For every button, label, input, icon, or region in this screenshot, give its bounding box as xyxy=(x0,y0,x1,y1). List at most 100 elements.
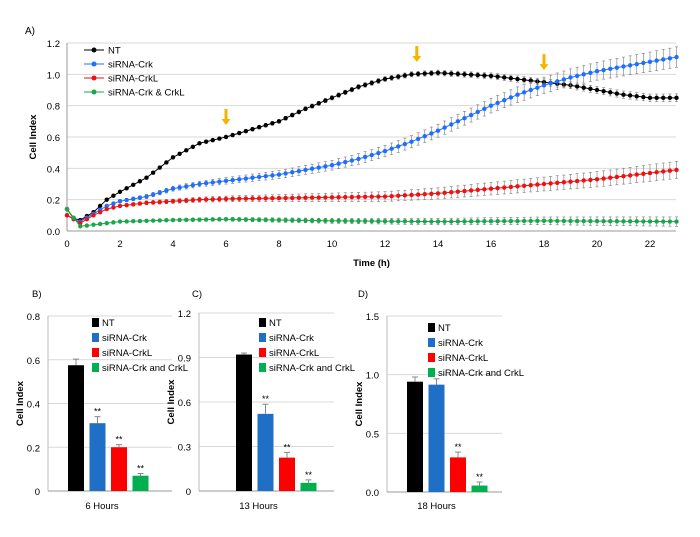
data-point xyxy=(508,184,514,190)
significance-label: ** xyxy=(262,394,270,404)
data-point xyxy=(574,84,580,89)
data-point xyxy=(429,70,434,76)
data-point xyxy=(150,170,156,175)
data-point xyxy=(243,196,249,201)
x-axis-title: 6 Hours xyxy=(85,501,119,512)
y-tick-label: 0.5 xyxy=(366,429,379,440)
data-point xyxy=(396,144,401,149)
data-point xyxy=(104,203,109,209)
data-point xyxy=(614,219,620,224)
data-point xyxy=(415,71,421,77)
data-point xyxy=(124,197,129,203)
data-point xyxy=(256,217,262,222)
data-point xyxy=(594,69,600,74)
legend-label: siRNA-Crk & CrkL xyxy=(108,88,185,99)
data-point xyxy=(362,218,368,224)
data-point xyxy=(415,136,421,142)
legend-swatch xyxy=(259,348,266,357)
data-point xyxy=(588,218,593,224)
data-point xyxy=(137,179,143,184)
data-point xyxy=(117,189,123,195)
data-point xyxy=(137,195,143,200)
legend-label: siRNA-Crk and CrkL xyxy=(269,363,355,374)
data-point xyxy=(402,141,408,147)
x-tick-label: 20 xyxy=(592,239,603,250)
data-point xyxy=(203,139,209,144)
data-point xyxy=(654,170,659,175)
data-point xyxy=(515,76,520,82)
data-point xyxy=(117,219,123,224)
data-point xyxy=(396,219,401,224)
data-point xyxy=(184,198,189,203)
data-point xyxy=(528,87,533,93)
data-point xyxy=(396,193,401,198)
data-point xyxy=(548,181,553,186)
data-point xyxy=(177,185,182,190)
data-point xyxy=(124,202,129,208)
data-point xyxy=(588,177,593,183)
data-point xyxy=(177,198,182,204)
data-point xyxy=(356,218,361,224)
bar xyxy=(111,447,127,491)
data-point xyxy=(150,218,156,223)
data-point xyxy=(548,218,553,224)
legend-label: siRNA-CrkL xyxy=(438,353,488,364)
data-point xyxy=(502,97,507,103)
data-point xyxy=(111,220,116,225)
data-point xyxy=(654,219,659,224)
data-point xyxy=(495,74,500,79)
bar xyxy=(450,457,466,492)
data-point xyxy=(502,185,507,190)
data-point xyxy=(309,166,315,171)
data-point xyxy=(608,219,613,224)
data-point xyxy=(369,194,374,199)
data-point xyxy=(316,165,321,170)
data-point xyxy=(508,76,514,81)
data-point xyxy=(634,219,639,224)
data-point xyxy=(237,130,242,136)
data-point xyxy=(495,218,500,224)
data-point xyxy=(237,196,242,201)
data-point xyxy=(197,217,202,222)
data-point xyxy=(91,222,96,227)
data-point xyxy=(243,128,249,134)
data-point xyxy=(667,219,673,224)
data-point xyxy=(561,77,567,82)
data-point xyxy=(674,54,679,60)
data-point xyxy=(594,87,600,93)
data-point xyxy=(290,170,295,175)
data-point xyxy=(230,217,235,222)
significance-label: ** xyxy=(305,470,313,480)
x-tick-label: 6 xyxy=(223,239,228,250)
data-point xyxy=(581,72,586,77)
data-point xyxy=(111,205,116,210)
data-point xyxy=(495,185,500,191)
data-point xyxy=(91,213,96,218)
series-nt xyxy=(64,69,679,223)
data-point xyxy=(369,218,374,224)
y-axis-title: Cell Index xyxy=(15,380,26,426)
panel-label-a: A) xyxy=(25,26,35,37)
legend-swatch xyxy=(92,333,99,342)
data-point xyxy=(422,134,427,139)
legend-label: siRNA-Crk xyxy=(108,60,153,71)
data-point xyxy=(568,218,573,224)
data-point xyxy=(588,70,593,75)
data-point xyxy=(104,220,109,226)
data-point xyxy=(435,70,441,75)
data-point xyxy=(654,95,659,101)
data-point xyxy=(614,65,620,70)
x-tick-label: 0 xyxy=(64,239,69,250)
data-point xyxy=(641,219,646,224)
data-point xyxy=(250,217,255,222)
data-point xyxy=(548,81,553,86)
x-tick-label: 22 xyxy=(645,239,656,250)
data-point xyxy=(667,95,673,101)
data-point xyxy=(276,172,282,177)
data-point xyxy=(97,203,103,209)
data-point xyxy=(594,177,600,182)
data-point xyxy=(256,196,262,201)
data-point xyxy=(111,201,116,206)
significance-label: ** xyxy=(454,442,462,452)
